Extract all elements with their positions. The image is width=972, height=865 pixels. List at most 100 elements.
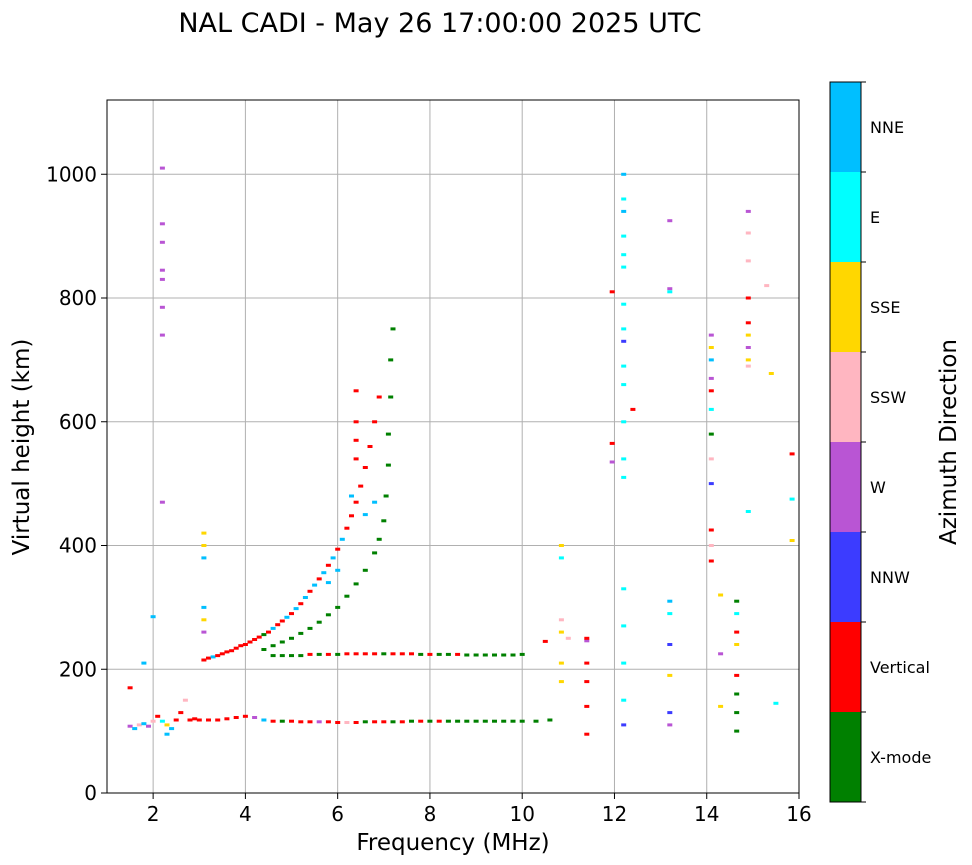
echo-mark [325, 720, 331, 724]
echo-mark [609, 290, 615, 294]
colorbar-segment [830, 622, 861, 712]
echo-mark [270, 654, 276, 658]
colorbar-tick-label: E [870, 208, 880, 227]
echo-mark [455, 652, 461, 656]
echo-mark [745, 346, 751, 349]
echo-mark [353, 652, 359, 656]
echo-mark [325, 652, 331, 656]
echo-mark [159, 166, 165, 170]
echo-mark [464, 719, 470, 723]
echo-mark [349, 494, 354, 498]
echo-mark [196, 718, 202, 722]
echo-mark [764, 284, 770, 288]
echo-mark [201, 605, 207, 609]
echo-mark [242, 643, 248, 646]
echo-mark [307, 720, 313, 724]
echo-mark [353, 500, 359, 504]
echo-mark [745, 510, 751, 513]
colorbar-segment [830, 712, 861, 802]
echo-mark [789, 452, 795, 456]
y-tick-label: 0 [84, 781, 97, 805]
echo-mark [745, 296, 751, 300]
echo-mark [372, 720, 378, 724]
echo-mark [584, 661, 590, 665]
gridlines [107, 100, 799, 793]
echo-mark [344, 594, 350, 598]
echo-mark [558, 618, 564, 622]
colorbar-tick-label: NNE [870, 118, 904, 137]
echo-mark [298, 631, 304, 635]
echo-mark [312, 583, 318, 587]
echo-mark [708, 376, 714, 380]
echo-mark [734, 711, 740, 715]
echo-mark [621, 364, 627, 368]
echo-mark [136, 723, 142, 727]
echo-mark [159, 240, 165, 244]
x-axis-ticks: 2 4 6 8 10 12 14 16 [147, 793, 812, 826]
echo-mark [192, 717, 198, 721]
echo-mark [201, 531, 207, 535]
echo-mark [150, 615, 156, 619]
echo-mark [558, 544, 564, 547]
echo-mark [321, 571, 327, 575]
echo-mark [584, 639, 590, 643]
colorbar-tick-label: SSE [870, 298, 900, 317]
echo-mark [275, 623, 281, 627]
echo-mark [734, 692, 740, 696]
echo-mark [141, 722, 147, 726]
echo-mark [789, 539, 795, 542]
echo-mark [335, 721, 341, 724]
echo-mark [353, 457, 359, 461]
echo-mark [376, 395, 382, 399]
echo-mark [247, 640, 253, 644]
echo-mark [316, 620, 322, 624]
echo-mark [385, 463, 391, 467]
echo-mark [381, 519, 387, 523]
colorbar-label: Azimuth Direction [936, 339, 962, 545]
echo-mark [773, 701, 779, 705]
echo-mark [708, 407, 714, 411]
echo-mark [436, 719, 442, 723]
echo-mark [330, 556, 336, 560]
echo-mark [266, 630, 271, 634]
echo-mark [609, 460, 615, 464]
plot-frame [106, 99, 800, 794]
echo-mark [718, 704, 724, 708]
echo-mark [708, 528, 714, 532]
echo-mark [307, 652, 313, 656]
echo-mark [325, 613, 331, 617]
echo-mark [316, 652, 322, 656]
echo-mark [621, 624, 627, 628]
echo-mark [372, 420, 378, 424]
echo-mark [621, 420, 627, 424]
echo-mark [388, 358, 394, 362]
echo-mark [445, 719, 451, 723]
echo-mark [233, 646, 239, 650]
echo-mark [708, 346, 714, 349]
echo-mark [178, 711, 184, 715]
echo-mark [630, 407, 636, 411]
echo-mark [388, 395, 394, 399]
echo-mark [215, 654, 221, 658]
echo-mark [279, 619, 285, 623]
echo-mark [307, 589, 313, 593]
echo-mark [745, 321, 751, 325]
y-tick-label: 800 [59, 286, 97, 310]
echo-mark [445, 652, 451, 656]
echo-mark [708, 358, 714, 362]
echo-mark [302, 596, 308, 599]
echo-mark [621, 172, 627, 176]
echo-mark [533, 719, 539, 723]
echo-mark [335, 605, 341, 609]
echo-mark [519, 719, 525, 723]
echo-mark [362, 652, 368, 656]
echo-mark [734, 729, 740, 733]
echo-mark [708, 544, 714, 547]
echo-mark [667, 673, 673, 677]
echo-mark [173, 718, 179, 722]
echo-mark [150, 719, 156, 723]
echo-mark [270, 719, 276, 723]
echo-mark [233, 716, 239, 719]
echo-mark [621, 698, 627, 702]
echo-mark [270, 626, 276, 630]
